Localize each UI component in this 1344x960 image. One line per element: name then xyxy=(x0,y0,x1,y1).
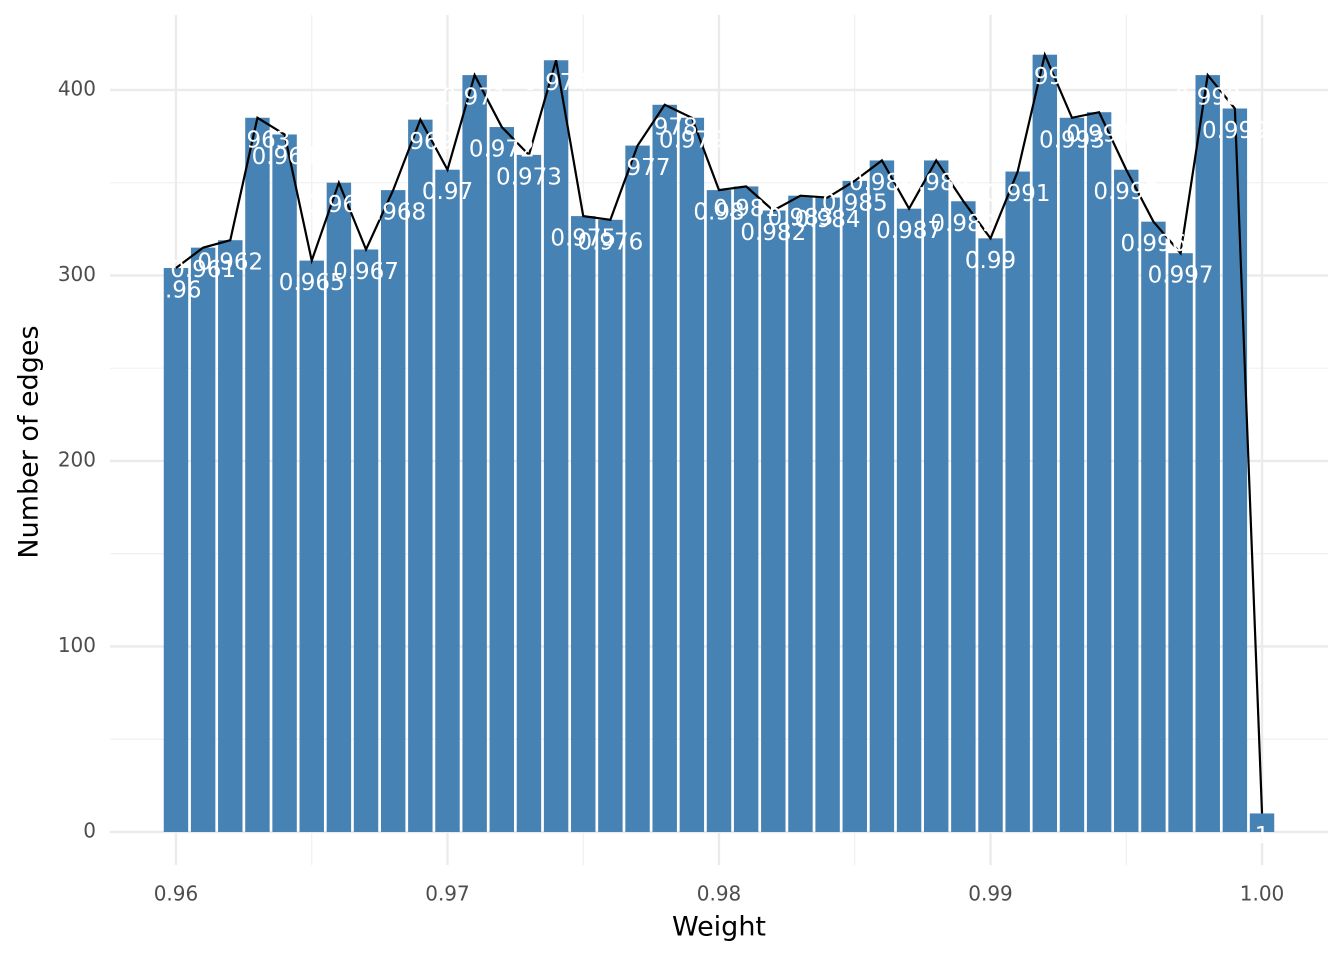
value-label: 0.96 xyxy=(150,278,201,304)
x-tick-label: 1.00 xyxy=(1240,882,1285,906)
value-label: 0.977 xyxy=(605,155,671,181)
value-label: 0.969 xyxy=(387,129,453,155)
value-label: 0.983 xyxy=(768,205,834,231)
value-label: 0.965 xyxy=(279,270,345,296)
value-label: 0.961 xyxy=(170,257,236,283)
bar xyxy=(353,249,379,832)
bar xyxy=(543,60,569,832)
value-label: 0.971 xyxy=(442,85,508,111)
value-label: 0.968 xyxy=(360,200,426,226)
bar xyxy=(1032,54,1058,832)
bar xyxy=(679,117,705,832)
value-label: 1 xyxy=(1255,823,1270,849)
bar xyxy=(299,260,324,832)
bar xyxy=(245,117,270,832)
value-label: 0.974 xyxy=(523,70,589,96)
value-label: 0.966 xyxy=(306,192,372,218)
y-tick-label: 300 xyxy=(58,262,96,286)
bar xyxy=(1059,117,1085,832)
bar xyxy=(516,154,542,832)
bar xyxy=(1222,108,1248,832)
value-label: 0.999 xyxy=(1202,118,1268,144)
bar xyxy=(571,216,596,832)
bar xyxy=(706,190,732,832)
bar xyxy=(869,160,895,832)
bar xyxy=(462,75,487,832)
value-label: 0.976 xyxy=(577,229,643,255)
y-axis-title: Number of edges xyxy=(14,325,45,558)
x-tick-label: 0.98 xyxy=(697,882,742,906)
value-label: 0.972 xyxy=(469,137,535,163)
x-tick-label: 0.97 xyxy=(425,882,470,906)
y-tick-label: 400 xyxy=(58,76,96,100)
bar xyxy=(815,197,840,832)
bar xyxy=(652,104,677,832)
value-label: 0.986 xyxy=(849,170,915,196)
value-label: 0.995 xyxy=(1093,179,1159,205)
bar xyxy=(761,210,786,832)
x-tick-label: 0.96 xyxy=(154,882,199,906)
value-label: 0.981 xyxy=(713,196,779,222)
bar xyxy=(1005,171,1030,832)
line xyxy=(175,51,1264,814)
value-label: 0.99 xyxy=(965,248,1016,274)
value-label: 0.979 xyxy=(659,127,725,153)
value-label: 0.98 xyxy=(693,200,744,226)
y-tick-label: 200 xyxy=(58,447,96,471)
bar xyxy=(1114,169,1139,832)
bar xyxy=(923,160,949,832)
value-label: 0.962 xyxy=(197,250,263,276)
bar xyxy=(788,195,813,832)
bar xyxy=(896,208,922,832)
value-label: 0.991 xyxy=(985,181,1051,207)
value-label: 0.967 xyxy=(333,259,399,285)
value-label: 0.998 xyxy=(1175,85,1241,111)
bar xyxy=(1141,221,1166,832)
value-label: 0.97 xyxy=(422,179,473,205)
bar xyxy=(326,182,352,832)
value-label: 0.973 xyxy=(496,164,562,190)
bar xyxy=(435,169,460,832)
bar xyxy=(272,134,297,832)
bar xyxy=(978,238,1003,832)
bar xyxy=(380,190,406,832)
x-axis-title: Weight xyxy=(672,912,766,943)
value-label: 0.994 xyxy=(1066,122,1132,148)
bar xyxy=(489,127,515,832)
value-label: 0.989 xyxy=(930,211,996,237)
value-label: 0.996 xyxy=(1120,231,1186,257)
bar xyxy=(1195,75,1220,832)
bar xyxy=(190,247,216,832)
x-tick-label: 0.99 xyxy=(968,882,1013,906)
y-tick-label: 0 xyxy=(83,818,96,842)
value-label: 0.963 xyxy=(225,127,291,153)
value-label: 0.975 xyxy=(550,226,616,252)
bar xyxy=(1086,112,1112,832)
bar xyxy=(842,180,867,832)
bar xyxy=(408,119,433,832)
value-label: 0.993 xyxy=(1039,127,1105,153)
bar xyxy=(163,268,189,832)
bar xyxy=(625,145,650,832)
value-label: 0.982 xyxy=(740,220,806,246)
value-label: 0.978 xyxy=(632,114,698,140)
bar xyxy=(218,240,243,832)
bar xyxy=(1168,253,1193,832)
value-label: 0.987 xyxy=(876,218,942,244)
bar xyxy=(598,219,623,832)
y-tick-label: 100 xyxy=(58,633,96,657)
value-label: 0.992 xyxy=(1012,64,1078,90)
bar xyxy=(1249,813,1275,832)
value-label: 0.997 xyxy=(1148,263,1214,289)
value-label: 0.984 xyxy=(795,207,861,233)
bar xyxy=(951,201,976,832)
value-label: 0.988 xyxy=(903,170,969,196)
bar xyxy=(733,186,759,832)
value-label: 0.985 xyxy=(822,190,888,216)
value-label: 0.964 xyxy=(252,144,318,170)
